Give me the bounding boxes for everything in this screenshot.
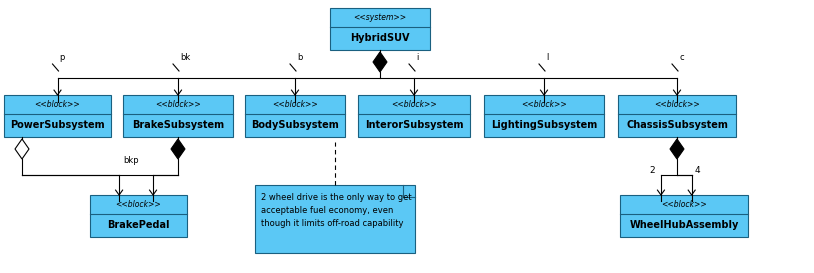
Text: ChassisSubsystem: ChassisSubsystem — [626, 120, 728, 130]
Text: c: c — [679, 53, 684, 62]
Text: bkp: bkp — [123, 156, 138, 165]
Text: p: p — [59, 53, 65, 62]
Text: <<block>>: <<block>> — [391, 100, 437, 109]
Text: 2 wheel drive is the only way to get
acceptable fuel economy, even
though it lim: 2 wheel drive is the only way to get acc… — [261, 193, 412, 229]
Polygon shape — [670, 139, 684, 159]
Text: <<block>>: <<block>> — [116, 200, 161, 209]
Text: LightingSubsystem: LightingSubsystem — [491, 120, 597, 130]
FancyBboxPatch shape — [90, 195, 187, 237]
FancyBboxPatch shape — [123, 95, 233, 137]
FancyBboxPatch shape — [358, 95, 470, 137]
Text: <<block>>: <<block>> — [155, 100, 201, 109]
Text: BrakeSubsystem: BrakeSubsystem — [132, 120, 224, 130]
Text: 2: 2 — [649, 166, 654, 175]
Text: <<block>>: <<block>> — [654, 100, 700, 109]
Text: bk: bk — [180, 53, 190, 62]
Text: <<system>>: <<system>> — [353, 13, 406, 22]
FancyBboxPatch shape — [620, 195, 748, 237]
Text: InterorSubsystem: InterorSubsystem — [365, 120, 463, 130]
Text: WheelHubAssembly: WheelHubAssembly — [629, 220, 738, 230]
Polygon shape — [15, 139, 29, 159]
Text: <<block>>: <<block>> — [661, 200, 707, 209]
Polygon shape — [373, 52, 387, 72]
Text: <<block>>: <<block>> — [521, 100, 567, 109]
Text: BrakePedal: BrakePedal — [107, 220, 170, 230]
Polygon shape — [171, 139, 185, 159]
FancyBboxPatch shape — [330, 8, 430, 50]
FancyBboxPatch shape — [618, 95, 736, 137]
Text: <<block>>: <<block>> — [272, 100, 318, 109]
FancyBboxPatch shape — [4, 95, 111, 137]
FancyBboxPatch shape — [255, 185, 415, 253]
Text: i: i — [416, 53, 418, 62]
Text: HybridSUV: HybridSUV — [350, 33, 409, 43]
FancyBboxPatch shape — [484, 95, 604, 137]
Text: BodySubsystem: BodySubsystem — [252, 120, 339, 130]
FancyBboxPatch shape — [245, 95, 345, 137]
Text: 4: 4 — [694, 166, 700, 175]
Text: l: l — [546, 53, 549, 62]
Text: PowerSubsystem: PowerSubsystem — [11, 120, 105, 130]
Text: b: b — [297, 53, 302, 62]
Text: <<block>>: <<block>> — [35, 100, 81, 109]
